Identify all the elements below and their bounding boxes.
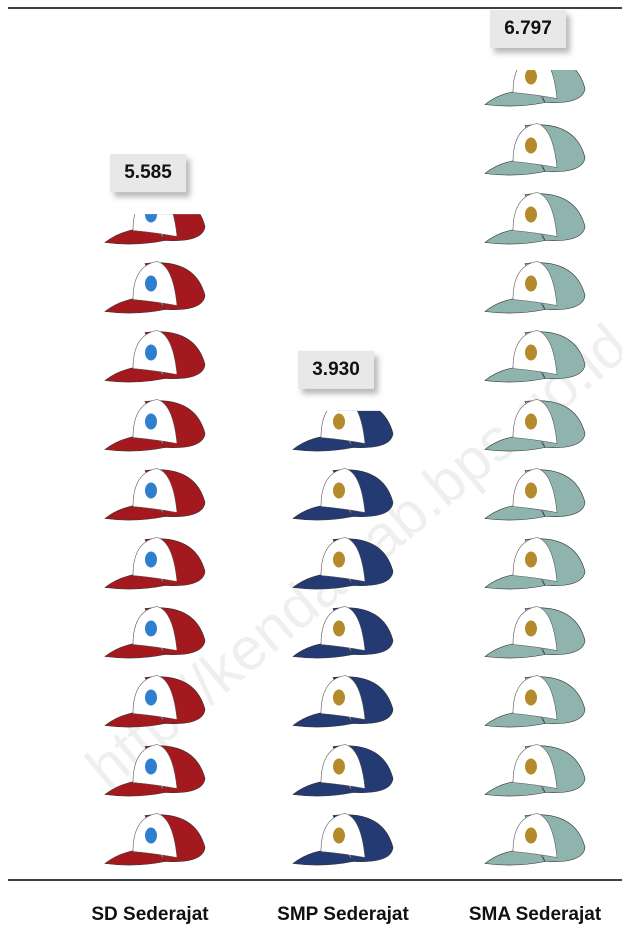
- cap-logo: [145, 620, 157, 637]
- cap-logo: [145, 827, 157, 844]
- cap-logo: [525, 137, 537, 154]
- cap-logo: [333, 413, 345, 430]
- icon-column: [484, 70, 586, 866]
- cap-logo: [333, 551, 345, 568]
- value-box: [490, 10, 566, 48]
- icon-column: [104, 138, 206, 866]
- cap-logo: [525, 551, 537, 568]
- value-box: [298, 350, 374, 389]
- cap-logo: [525, 344, 537, 361]
- category-label: SMP Sederajat: [277, 904, 409, 925]
- cap-logo: [145, 551, 157, 568]
- cap-logo: [333, 827, 345, 844]
- cap-logo: [145, 689, 157, 706]
- cap-logo: [333, 758, 345, 775]
- cap-logo: [525, 70, 537, 85]
- icon-column: [292, 410, 394, 866]
- value-label: 5.585: [124, 162, 172, 183]
- value-label: 6.797: [504, 18, 552, 39]
- cap-front: [512, 70, 558, 99]
- cap-logo: [145, 138, 157, 154]
- cap-logo: [145, 344, 157, 361]
- cap-logo: [525, 275, 537, 292]
- cap-logo: [525, 206, 537, 223]
- cap-logo: [145, 214, 157, 223]
- value-label: 3.930: [312, 359, 360, 380]
- value-box: [110, 154, 186, 193]
- cap-logo: [145, 275, 157, 292]
- cap-logo: [525, 827, 537, 844]
- cap-logo: [525, 689, 537, 706]
- cap-logo: [333, 620, 345, 637]
- category-label: SMA Sederajat: [469, 904, 602, 925]
- cap-logo: [333, 482, 345, 499]
- cap-logo: [525, 482, 537, 499]
- category-label: SD Sederajat: [91, 904, 209, 925]
- cap-logo: [145, 482, 157, 499]
- cap-logo: [525, 620, 537, 637]
- cap-logo: [525, 413, 537, 430]
- cap-logo: [145, 413, 157, 430]
- cap-logo: [525, 758, 537, 775]
- cap-front: [132, 214, 178, 237]
- cap-logo: [145, 758, 157, 775]
- cap-logo: [333, 689, 345, 706]
